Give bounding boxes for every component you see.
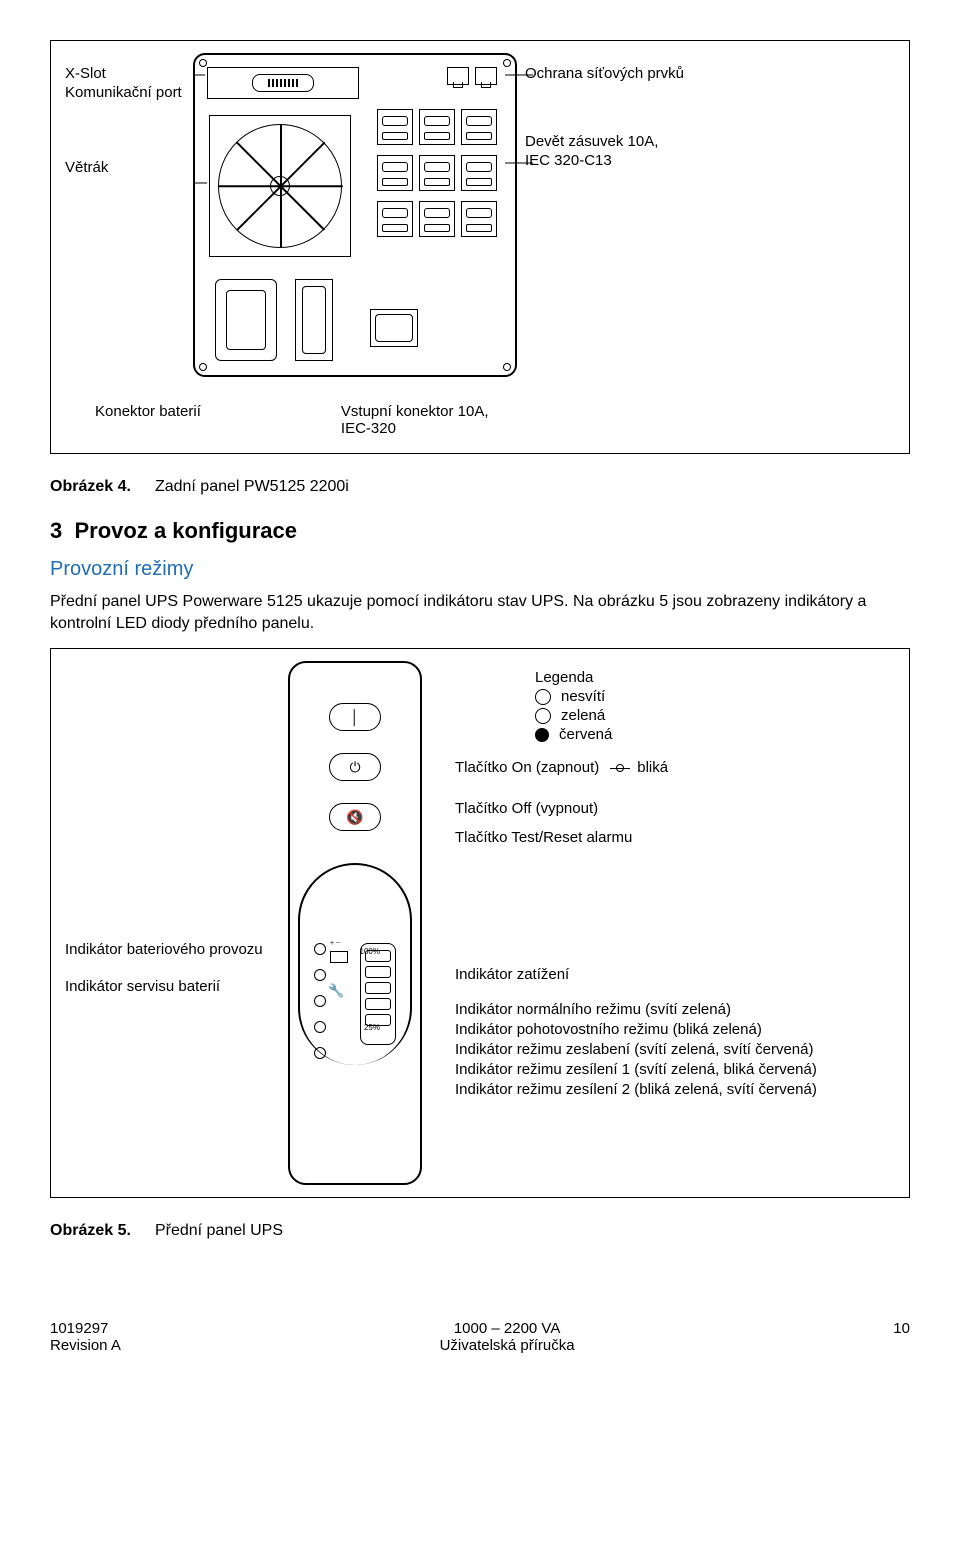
rj-port-2 [475, 67, 497, 85]
figure4-text: Zadní panel PW5125 2200i [155, 478, 349, 496]
label-battery-service: Indikátor servisu baterií [65, 978, 265, 995]
label-on-button: Tlačítko On (zapnout) [455, 759, 599, 776]
load-100-label: 100% [360, 947, 380, 956]
subsection-heading: Provozní režimy [50, 558, 910, 581]
footer-manual: Uživatelská příručka [440, 1337, 575, 1354]
off-icon: ⏻ [349, 760, 360, 774]
power-switch [295, 279, 333, 361]
label-outlets: Devět zásuvek 10A, IEC 320-C13 [525, 133, 658, 169]
legend-blink-icon [613, 761, 627, 775]
front-left-labels: Indikátor bateriového provozu Indikátor … [65, 661, 265, 1185]
figure5-num: Obrázek 5. [50, 1222, 131, 1240]
battery-icon [330, 951, 348, 963]
fan [209, 115, 351, 257]
label-surge: Ochrana síťových prvků [525, 65, 684, 82]
legend: Legenda nesvítí zelená červená [535, 669, 895, 743]
test-button: 🔇 [329, 803, 381, 831]
legend-off: nesvítí [561, 688, 605, 705]
mode-boost2: Indikátor režimu zesílení 2 (bliká zelen… [455, 1081, 895, 1098]
front-device: │ ⏻ 🔇 🔧 100% 25% [288, 661, 422, 1185]
legend-red-icon [535, 728, 549, 742]
section-title: Provoz a konfigurace [74, 518, 297, 543]
label-input-connector: Vstupní konektor 10A, IEC-320 [341, 403, 501, 437]
label-test-button: Tlačítko Test/Reset alarmu [455, 829, 895, 846]
label-off-button: Tlačítko Off (vypnout) [455, 800, 895, 817]
legend-title: Legenda [535, 669, 895, 686]
mode-standby: Indikátor pohotovostního režimu (bliká z… [455, 1021, 895, 1038]
figure4-box: X-Slot Komunikační port Větrák [50, 40, 910, 454]
footer-right: 10 [893, 1320, 910, 1354]
rear-panel-wrap: X-Slot Komunikační port Větrák [65, 53, 895, 377]
rear-labels-right: Ochrana síťových prvků Devět zásuvek 10A… [525, 53, 685, 171]
legend-off-icon [535, 689, 551, 705]
mute-icon: 🔇 [346, 810, 363, 824]
rear-device [193, 53, 517, 377]
label-komm-port: Komunikační port [65, 84, 182, 101]
load-25-label: 25% [364, 1023, 380, 1032]
figure4-num: Obrázek 4. [50, 478, 131, 496]
label-fan: Větrák [65, 159, 108, 176]
paragraph-intro: Přední panel UPS Powerware 5125 ukazuje … [50, 591, 910, 634]
mode-normal: Indikátor normálního režimu (svítí zelen… [455, 1001, 895, 1018]
wrench-icon: 🔧 [328, 983, 344, 999]
mode-boost1: Indikátor režimu zesílení 1 (svítí zelen… [455, 1061, 895, 1078]
page-footer: 1019297 Revision A 1000 – 2200 VA Uživat… [50, 1320, 910, 1354]
on-button: │ [329, 703, 381, 731]
section-3-heading: 3 Provoz a konfigurace [50, 518, 910, 544]
xslot-port [207, 67, 359, 99]
section-num: 3 [50, 518, 62, 543]
footer-center: 1000 – 2200 VA Uživatelská příručka [440, 1320, 575, 1354]
label-xslot: X-Slot [65, 65, 106, 82]
on-icon: │ [351, 710, 360, 724]
rear-bottom-labels: Konektor baterií Vstupní konektor 10A, I… [65, 377, 895, 441]
legend-green: zelená [561, 707, 605, 724]
label-battery-mode: Indikátor bateriového provozu [65, 941, 265, 958]
footer-va: 1000 – 2200 VA [454, 1320, 560, 1337]
battery-connector [215, 279, 277, 361]
input-connector [370, 309, 418, 347]
led-column [314, 943, 326, 1059]
footer-revision: Revision A [50, 1337, 121, 1354]
legend-blink: bliká [637, 759, 668, 776]
footer-page: 10 [893, 1320, 910, 1337]
legend-red: červená [559, 726, 612, 743]
figure5-caption: Obrázek 5. Přední panel UPS [50, 1222, 910, 1240]
off-button: ⏻ [329, 753, 381, 781]
footer-docnum: 1019297 [50, 1320, 108, 1337]
figure5-text: Přední panel UPS [155, 1222, 283, 1240]
figure5-box: Indikátor bateriového provozu Indikátor … [50, 648, 910, 1198]
indicator-descriptions: Indikátor zatížení Indikátor normálního … [455, 966, 895, 1098]
label-battery-connector: Konektor baterií [95, 403, 201, 437]
figure4-caption: Obrázek 4. Zadní panel PW5125 2200i [50, 478, 910, 496]
mode-weak: Indikátor režimu zeslabení (svítí zelená… [455, 1041, 895, 1058]
front-right-labels: Legenda nesvítí zelená červená Tlačítko … [445, 661, 895, 1185]
rear-labels-left: X-Slot Komunikační port Větrák [65, 53, 185, 193]
label-load-indicator: Indikátor zatížení [455, 966, 895, 983]
rj-port-1 [447, 67, 469, 85]
outlet-grid [377, 109, 497, 247]
legend-green-icon [535, 708, 551, 724]
footer-left: 1019297 Revision A [50, 1320, 121, 1354]
